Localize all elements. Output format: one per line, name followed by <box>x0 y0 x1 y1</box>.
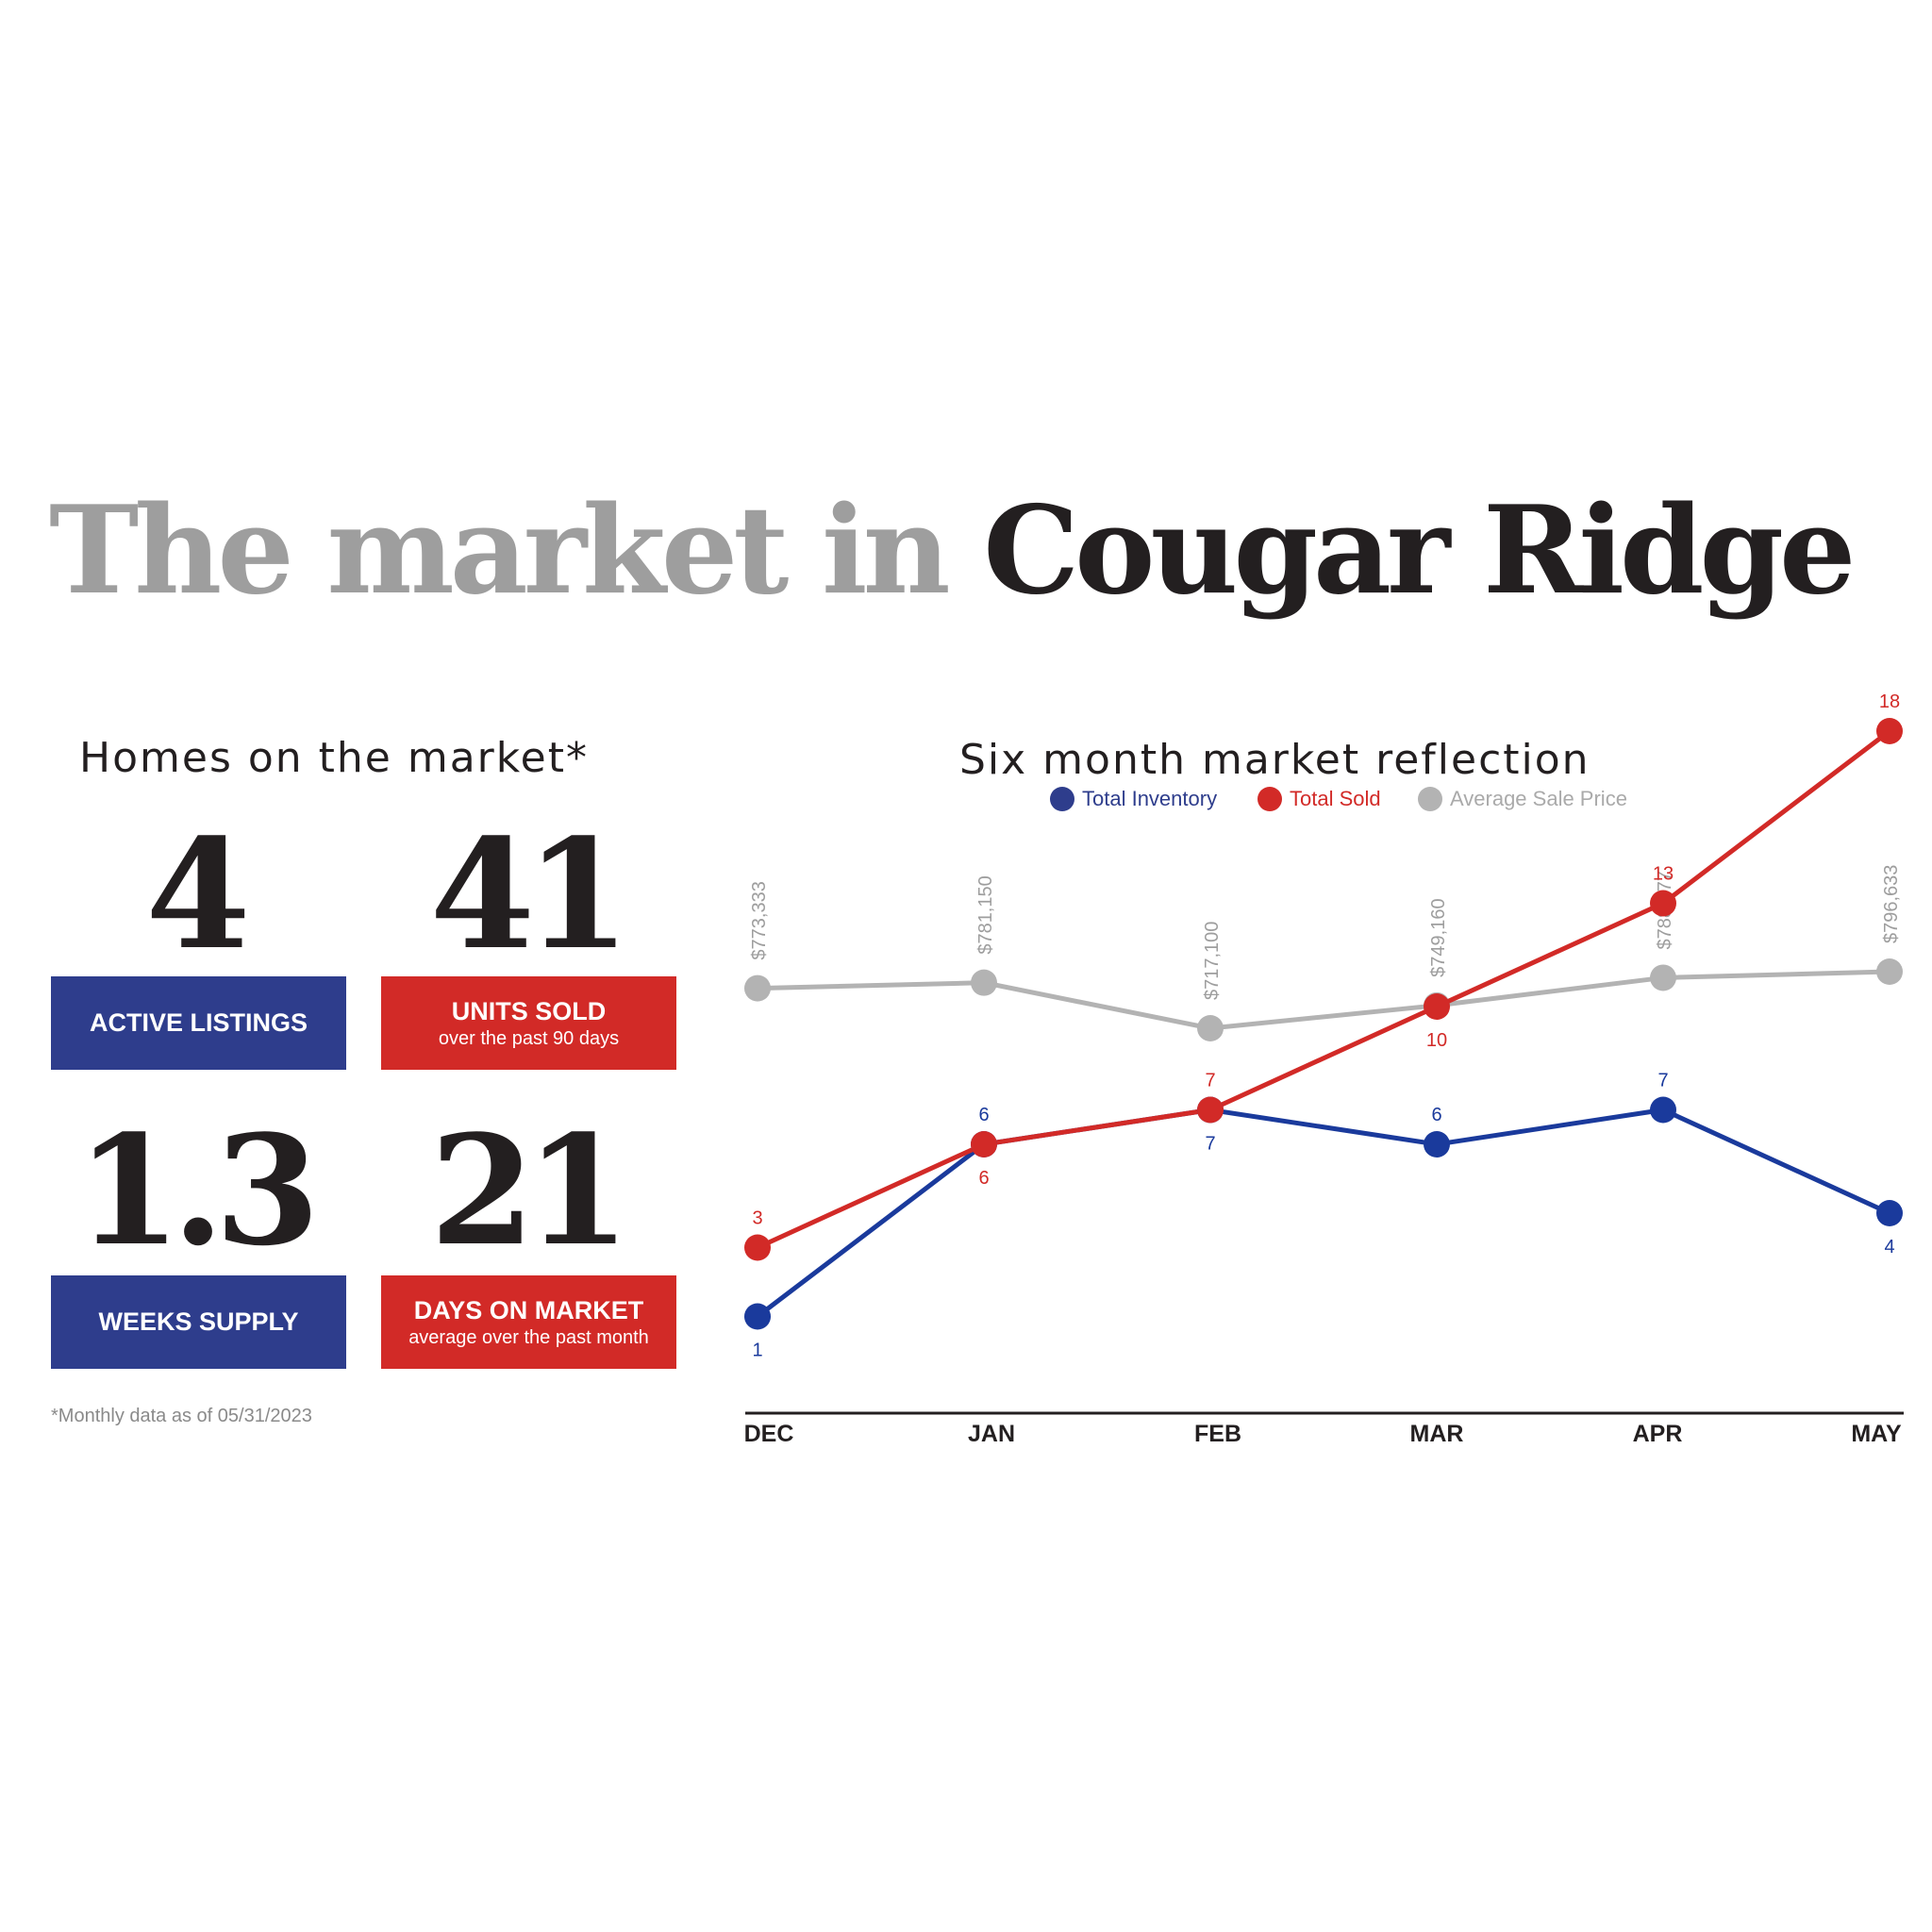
point-inventory-mar <box>1424 1131 1450 1158</box>
legend-inventory-label: Total Inventory <box>1082 787 1218 810</box>
data-label-inventory-feb: 7 <box>1205 1134 1215 1155</box>
data-label-sold-dec: 3 <box>752 1208 762 1229</box>
data-label-price-mar: $749,160 <box>1428 898 1449 976</box>
data-label-sold-mar: 10 <box>1426 1030 1447 1051</box>
data-label-price-feb: $717,100 <box>1202 922 1223 1000</box>
legend-sold-label: Total Sold <box>1290 787 1381 810</box>
point-sold-mar <box>1424 993 1450 1020</box>
data-label-price-jan: $781,150 <box>975 875 996 954</box>
data-label-inventory-mar: 6 <box>1431 1105 1441 1125</box>
stat-label-units-sold: UNITS SOLD <box>451 996 607 1025</box>
stat-label-days-on-market: DAYS ON MARKET <box>413 1295 644 1324</box>
data-label-sold-jan: 6 <box>978 1168 989 1189</box>
point-price-jan <box>971 969 997 996</box>
legend-sold-dot-icon <box>1257 787 1282 811</box>
point-sold-feb <box>1197 1096 1224 1124</box>
homes-heading: Homes on the market* <box>79 734 589 782</box>
footnote: *Monthly data as of 05/31/2023 <box>51 1406 312 1426</box>
stat-sub-days-on-market: average over the past month <box>408 1326 649 1348</box>
x-tick-label-jan: JAN <box>968 1421 1015 1447</box>
legend-price-label: Average Sale Price <box>1450 787 1627 810</box>
x-tick-label-apr: APR <box>1633 1421 1683 1447</box>
legend-inventory-dot-icon <box>1050 787 1074 811</box>
data-label-price-dec: $773,333 <box>749 881 770 959</box>
point-sold-may <box>1876 718 1903 744</box>
data-label-inventory-jan: 6 <box>978 1105 989 1125</box>
point-inventory-dec <box>744 1303 771 1330</box>
stat-box-active-listings: ACTIVE LISTINGS <box>51 976 346 1070</box>
title-dark: Cougar Ridge <box>983 480 1856 622</box>
chart-title: Six month market reflection <box>959 736 1591 784</box>
point-sold-dec <box>744 1234 771 1261</box>
stat-box-weeks-supply: WEEKS SUPPLY <box>51 1275 346 1369</box>
series-line-total-sold <box>756 729 1891 1250</box>
stat-box-units-sold: UNITS SOLD over the past 90 days <box>381 976 676 1070</box>
x-tick-label-mar: MAR <box>1410 1421 1464 1447</box>
legend-total-sold: Total Sold <box>1257 785 1381 813</box>
data-label-price-may: $796,633 <box>1881 865 1902 943</box>
point-price-may <box>1876 958 1903 985</box>
data-label-sold-may: 18 <box>1879 691 1900 712</box>
point-price-feb <box>1197 1015 1224 1041</box>
x-tick-label-dec: DEC <box>744 1421 794 1447</box>
stat-label-weeks-supply: WEEKS SUPPLY <box>98 1307 299 1336</box>
stat-value-units-sold: 41 <box>429 806 631 983</box>
point-inventory-apr <box>1650 1096 1676 1124</box>
point-sold-apr <box>1650 890 1676 917</box>
point-sold-jan <box>971 1131 997 1158</box>
stat-sub-units-sold: over the past 90 days <box>438 1027 620 1049</box>
stat-value-active-listings: 4 <box>145 806 250 983</box>
title-light: The market in <box>49 480 951 622</box>
point-price-apr <box>1650 964 1676 991</box>
x-tick-label-may: MAY <box>1851 1421 1902 1447</box>
legend-total-inventory: Total Inventory <box>1050 785 1217 813</box>
stat-box-days-on-market: DAYS ON MARKET average over the past mon… <box>381 1275 676 1369</box>
stat-value-days-on-market: 21 <box>429 1102 631 1279</box>
data-label-inventory-apr: 7 <box>1657 1071 1668 1091</box>
point-inventory-may <box>1876 1200 1903 1226</box>
stat-value-weeks-supply: 1.3 <box>75 1102 320 1279</box>
legend-average-sale-price: Average Sale Price <box>1418 785 1627 813</box>
series-line-average-sale-price <box>757 969 1890 1031</box>
data-label-inventory-may: 4 <box>1884 1237 1894 1257</box>
data-label-sold-feb: 7 <box>1205 1071 1215 1091</box>
series-line-total-inventory <box>756 1107 1891 1319</box>
data-label-sold-apr: 13 <box>1653 864 1674 885</box>
legend-price-dot-icon <box>1418 787 1442 811</box>
point-price-dec <box>744 974 771 1002</box>
x-tick-label-feb: FEB <box>1194 1421 1241 1447</box>
data-label-inventory-dec: 1 <box>752 1341 762 1361</box>
page-title: The market in Cougar Ridge <box>49 491 1856 611</box>
stat-label-active-listings: ACTIVE LISTINGS <box>89 1008 308 1037</box>
